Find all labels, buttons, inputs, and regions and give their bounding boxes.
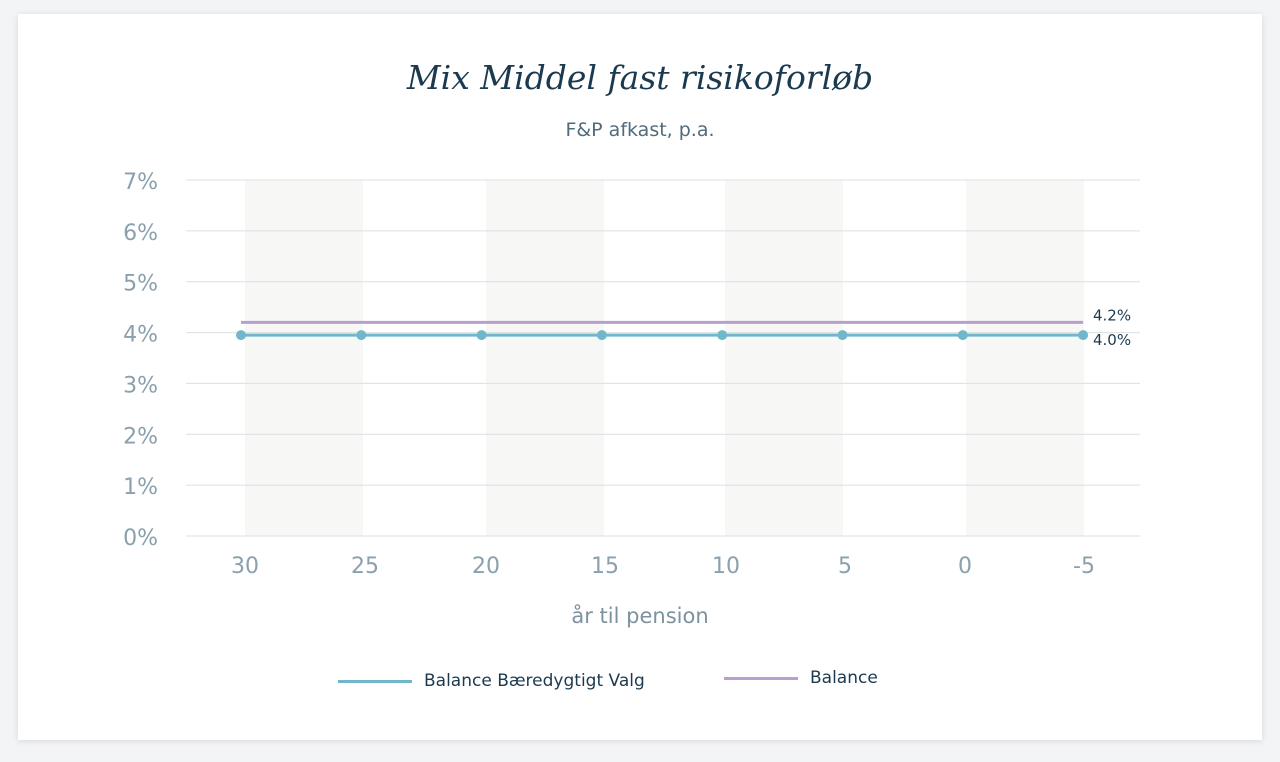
plot-band-2: [725, 180, 843, 536]
data-point-balance-b-redygtigt-valg: [236, 330, 246, 341]
data-point-balance-b-redygtigt-valg: [476, 330, 487, 341]
legend-swatch-balance-baeredygtigt-valg: [338, 679, 412, 683]
plot-band-1: [486, 180, 604, 536]
legend-item-balance[interactable]: Balance: [724, 668, 878, 688]
end-label-balance-baeredygtigt-valg: 4.0%: [1093, 331, 1131, 349]
y-tick-label: 0%: [123, 526, 158, 551]
plot-band-0: [245, 180, 363, 536]
x-tick-label: 25: [351, 554, 379, 579]
legend-swatch-balance: [724, 676, 798, 680]
chart-subtitle: F&P afkast, p.a.: [565, 119, 715, 141]
y-tick-label: 5%: [123, 272, 158, 297]
y-tick-label: 6%: [123, 221, 158, 246]
end-label-balance: 4.2%: [1093, 306, 1131, 324]
x-tick-label: -5: [1073, 554, 1095, 579]
legend-label-balance-baeredygtigt-valg: Balance Bæredygtigt Valg: [424, 671, 645, 691]
legend-label-balance: Balance: [810, 668, 878, 688]
y-tick-label: 7%: [123, 170, 158, 195]
data-point-balance-b-redygtigt-valg: [837, 330, 848, 341]
y-tick-label: 4%: [123, 323, 158, 348]
data-point-balance-b-redygtigt-valg: [1078, 330, 1089, 341]
y-tick-label: 1%: [123, 475, 158, 500]
data-point-balance-b-redygtigt-valg: [356, 330, 367, 341]
data-point-balance-b-redygtigt-valg: [596, 330, 607, 341]
x-tick-label: 30: [231, 554, 259, 579]
plot-band-3: [966, 180, 1084, 536]
y-tick-label: 2%: [123, 424, 158, 449]
x-axis-label: år til pension: [571, 603, 708, 628]
data-point-balance-b-redygtigt-valg: [717, 330, 728, 341]
x-tick-label: 5: [838, 554, 852, 579]
legend-item-balance-baeredygtigt-valg[interactable]: Balance Bæredygtigt Valg: [338, 671, 645, 691]
x-tick-label: 20: [472, 554, 500, 579]
data-point-balance-b-redygtigt-valg: [957, 330, 968, 341]
x-tick-label: 10: [712, 554, 740, 579]
y-tick-label: 3%: [123, 373, 158, 398]
x-tick-label: 15: [591, 554, 619, 579]
chart-title: Mix Middel fast risikoforløb: [406, 58, 874, 97]
x-tick-label: 0: [958, 554, 972, 579]
